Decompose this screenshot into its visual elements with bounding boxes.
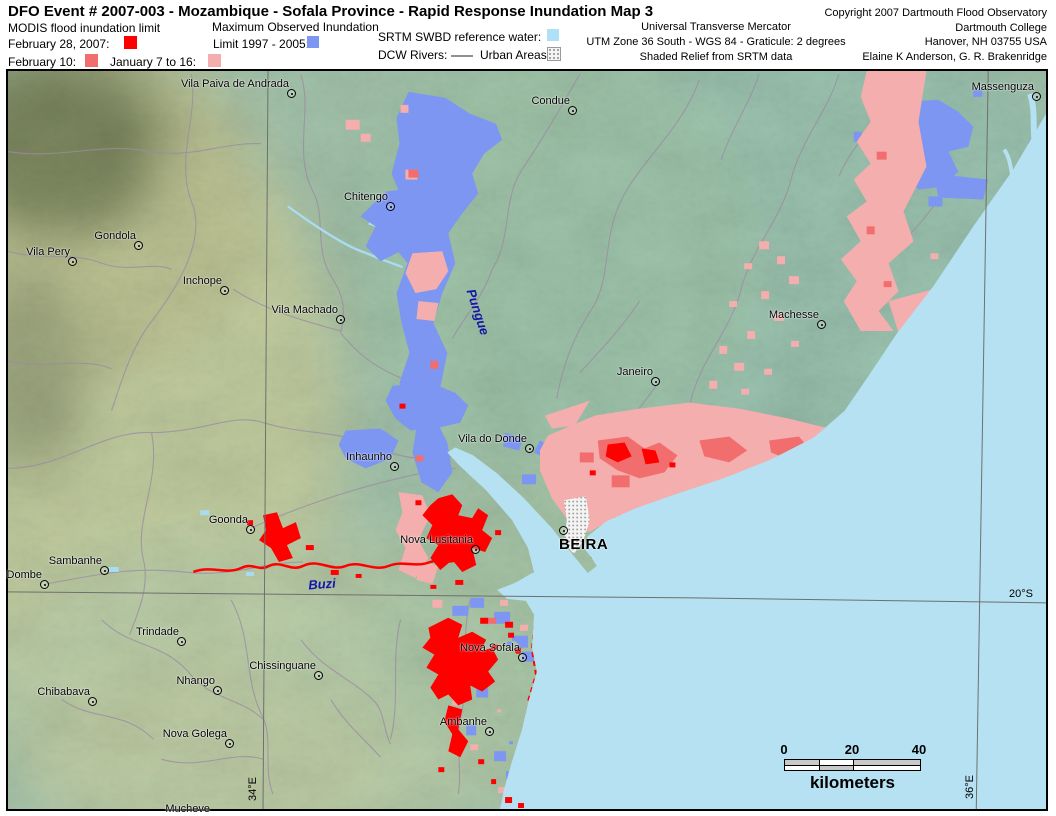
legend-feb10-label: February 10: xyxy=(8,55,77,69)
islands xyxy=(491,640,528,809)
projection-line: UTM Zone 36 South - WGS 84 - Graticule: … xyxy=(586,36,846,48)
flood-layer-feb28 xyxy=(192,403,676,773)
legend-dcw-label: DCW Rivers: xyxy=(378,48,448,62)
legend-jan-label: January 7 to 16: xyxy=(110,55,197,69)
map-canvas xyxy=(6,69,1048,811)
copyright-line: Copyright 2007 Dartmouth Flood Observato… xyxy=(824,7,1047,19)
scale-tick: 20 xyxy=(844,742,860,757)
scale-tick: 40 xyxy=(911,742,927,757)
legend-urban-label: Urban Areas: xyxy=(480,48,551,62)
copyright-line: Hanover, NH 03755 USA xyxy=(924,36,1047,49)
projection-info: Universal Transverse Mercator UTM Zone 3… xyxy=(585,20,847,65)
scale-segment xyxy=(819,765,853,770)
dcw-rivers-layer xyxy=(8,73,939,795)
legend-srtm-swatch xyxy=(547,29,559,41)
scale-bar-graphic xyxy=(784,759,921,771)
legend-urban-swatch xyxy=(547,47,561,61)
scale-segment xyxy=(785,765,819,770)
legend-feb28-swatch xyxy=(124,36,137,49)
legend-max-title: Maximum Observed Inundation xyxy=(212,20,379,34)
scale-bar-row xyxy=(785,760,920,765)
scale-unit-label: kilometers xyxy=(809,773,896,792)
copyright-info: Copyright 2007 Dartmouth Flood Observato… xyxy=(824,6,1047,64)
scale-bar-row xyxy=(785,765,920,770)
legend-limit-swatch xyxy=(307,36,319,48)
scale-tick: 0 xyxy=(780,742,788,757)
legend-feb28-label: February 28, 2007: xyxy=(8,37,110,51)
copyright-line: Elaine K Anderson, G. R. Brakenridge xyxy=(862,50,1047,63)
projection-line: Universal Transverse Mercator xyxy=(641,21,791,33)
legend-srtm-label: SRTM SWBD reference water: xyxy=(378,30,542,44)
projection-line: Shaded Relief from SRTM data xyxy=(639,51,793,63)
scale-segment xyxy=(853,760,920,765)
legend-jan-swatch xyxy=(208,54,221,67)
coastal-inlets xyxy=(1002,92,1046,193)
sea xyxy=(447,113,1046,809)
page-title: DFO Event # 2007-003 - Mozambique - Sofa… xyxy=(8,3,654,20)
scale-segment xyxy=(853,765,920,770)
map-graphics xyxy=(8,71,1046,809)
legend-limit-label: Limit 1997 - 2005: xyxy=(213,37,310,51)
legend-feb10-swatch xyxy=(85,54,98,67)
copyright-line: Dartmouth College xyxy=(955,21,1047,34)
urban-area-beira xyxy=(563,496,590,555)
scale-segment xyxy=(819,760,853,765)
graticule-layer xyxy=(8,71,1046,809)
scale-segment xyxy=(785,760,819,765)
legend-modis-title: MODIS flood inundation limit xyxy=(8,21,161,35)
dcw-river-line-sample xyxy=(451,55,473,57)
